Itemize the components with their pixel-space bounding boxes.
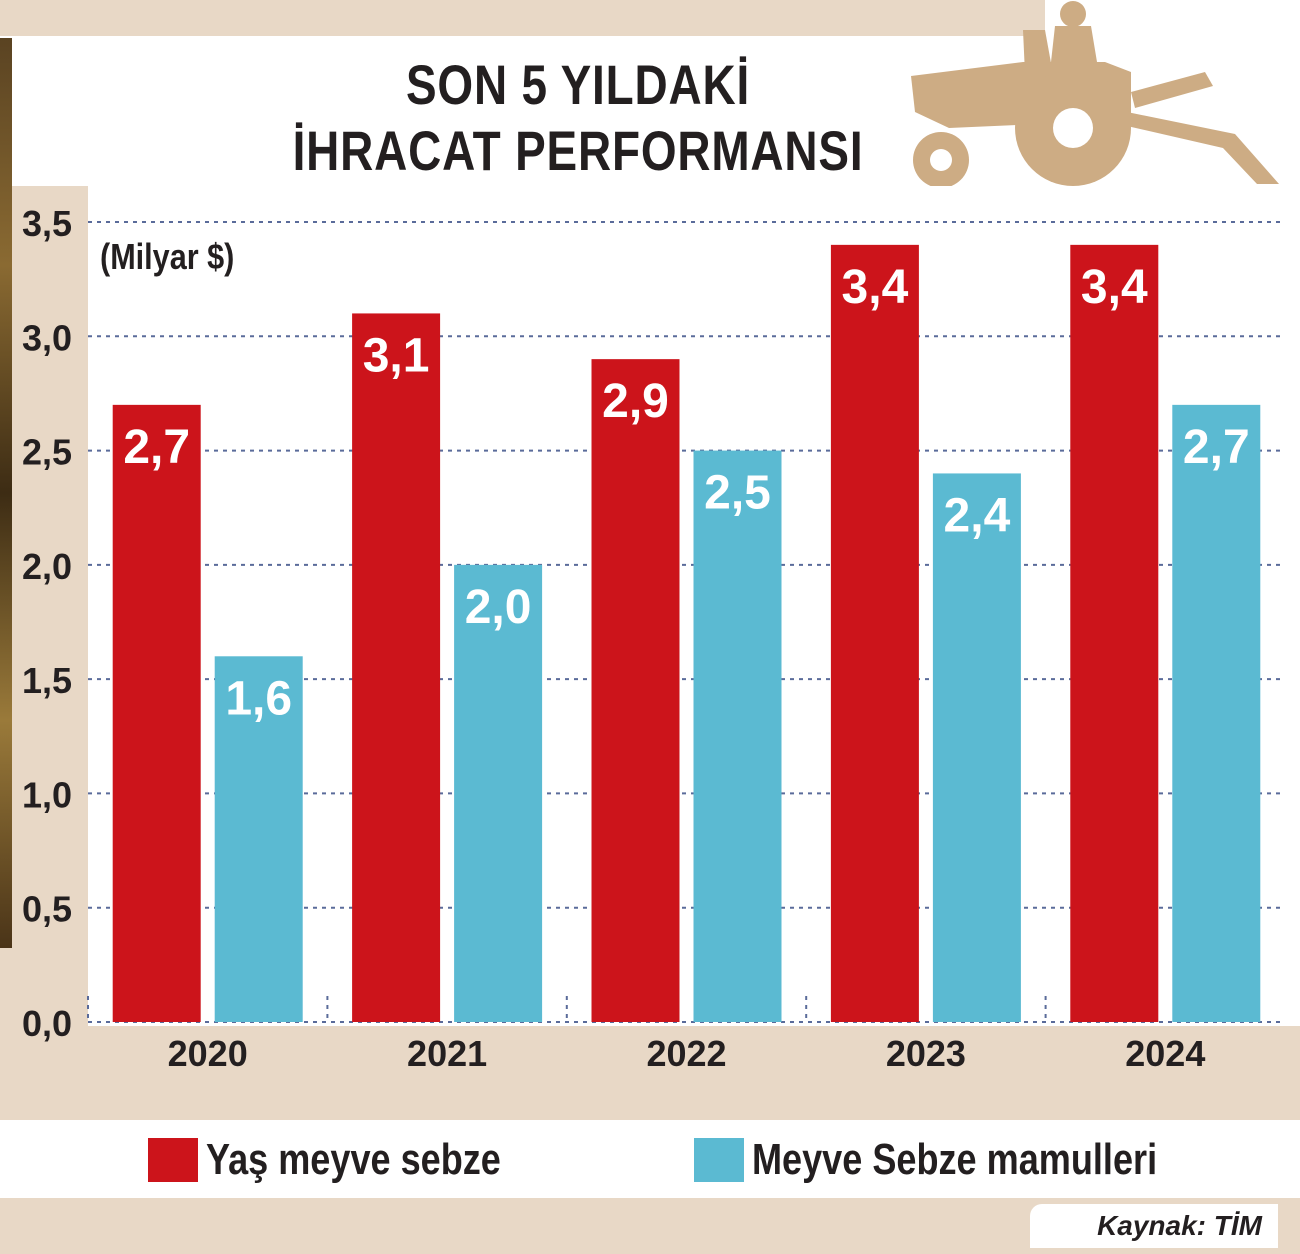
legend: Yaş meyve sebze Meyve Sebze mamulleri <box>0 1120 1300 1198</box>
y-tick-label: 0,5 <box>22 889 72 930</box>
legend-label-series2: Meyve Sebze mamulleri <box>752 1135 1158 1184</box>
legend-label-series1: Yaş meyve sebze <box>206 1135 501 1184</box>
y-tick-label: 2,0 <box>22 546 72 587</box>
bar <box>1172 404 1261 1022</box>
bar <box>830 244 919 1022</box>
legend-item-series2: Meyve Sebze mamulleri <box>694 1132 1246 1188</box>
data-label: 2,5 <box>704 467 771 520</box>
data-label: 2,7 <box>123 421 190 474</box>
data-label: 3,4 <box>842 261 909 314</box>
bar <box>214 656 303 1022</box>
legend-swatch-series1 <box>148 1138 198 1182</box>
source-label: Kaynak: TİM <box>1097 1210 1262 1241</box>
background-top <box>0 0 1045 36</box>
data-label: 2,7 <box>1183 421 1250 474</box>
x-tick-label: 2021 <box>407 1033 487 1074</box>
legend-swatch-series2 <box>694 1138 744 1182</box>
bar <box>352 313 441 1022</box>
photo-strip <box>0 38 12 948</box>
y-tick-label: 0,0 <box>22 1003 72 1044</box>
bar <box>932 473 1021 1022</box>
data-label: 3,1 <box>363 329 430 382</box>
data-label: 2,9 <box>602 375 669 428</box>
y-tick-label: 2,5 <box>22 432 72 473</box>
data-label: 3,4 <box>1081 261 1148 314</box>
data-label: 1,6 <box>225 672 292 725</box>
bar <box>454 564 543 1022</box>
chart-title-line-1: SON 5 YILDAKİ <box>405 53 751 116</box>
bar <box>591 359 680 1023</box>
data-label: 2,0 <box>465 581 532 634</box>
x-tick-label: 2022 <box>646 1033 726 1074</box>
bar-chart: 0,0 0,5 1,0 1,5 2,0 2,5 3,0 3,5 2,7 1,6 2020 3,1 2,0… <box>22 203 1285 1074</box>
bar <box>1070 244 1159 1022</box>
background-bottom <box>0 1026 1300 1120</box>
x-tick-label: 2024 <box>1125 1033 1205 1074</box>
bar <box>112 404 201 1022</box>
unit-label: (Milyar $) <box>100 236 235 277</box>
x-tick-label: 2023 <box>886 1033 966 1074</box>
bar <box>693 450 782 1023</box>
y-tick-label: 1,5 <box>22 660 72 701</box>
data-label: 2,4 <box>944 489 1011 542</box>
y-tick-label: 3,0 <box>22 317 72 358</box>
y-tick-label: 1,0 <box>22 774 72 815</box>
y-tick-label: 3,5 <box>22 203 72 244</box>
legend-item-series1: Yaş meyve sebze <box>148 1132 566 1188</box>
source-box: Kaynak: TİM <box>1030 1204 1278 1248</box>
chart-title-line-2: İHRACAT PERFORMANSI <box>292 119 864 182</box>
background-left <box>0 186 88 1126</box>
tractor-icon <box>911 1 1279 188</box>
x-tick-label: 2020 <box>168 1033 248 1074</box>
